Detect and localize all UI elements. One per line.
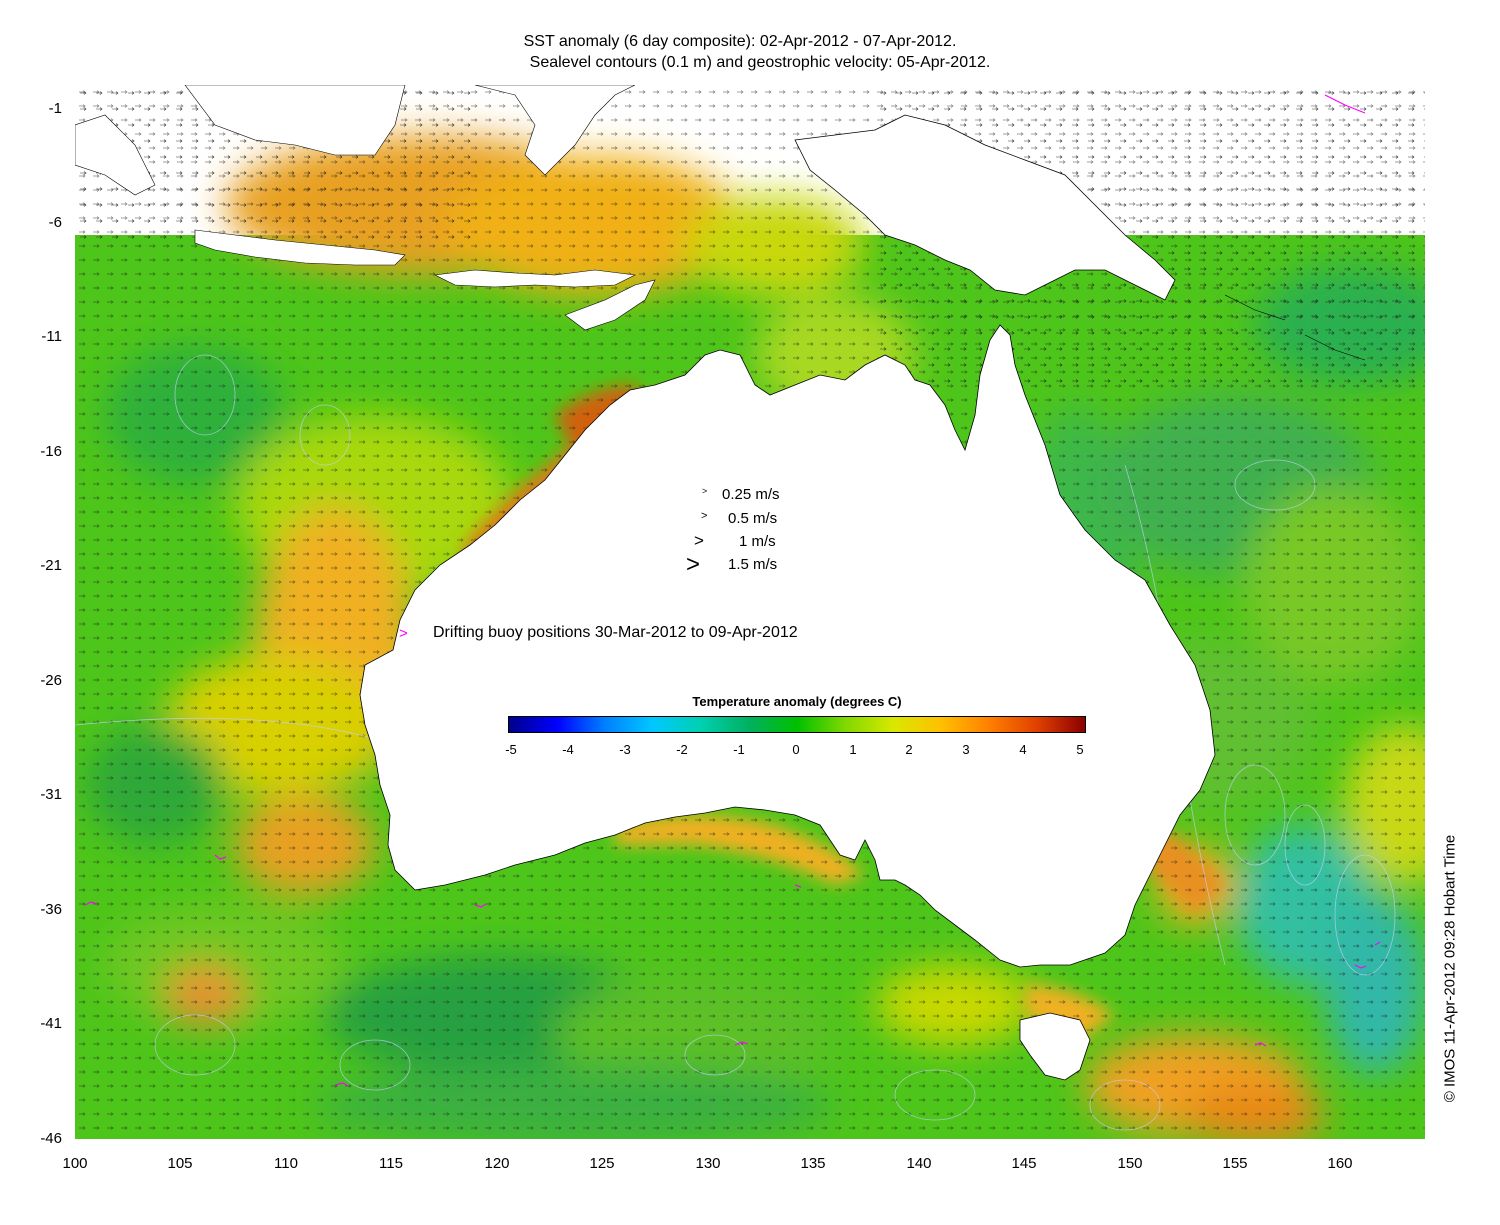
colorbar-tick-label: -2 (676, 742, 688, 757)
y-tick-label: -31 (40, 786, 62, 803)
x-tick-label: 100 (62, 1155, 88, 1172)
colorbar (508, 716, 1086, 733)
x-tick-label: 145 (1011, 1155, 1037, 1172)
velocity-arrow-symbol: > (701, 510, 708, 522)
x-tick-label: 125 (589, 1155, 615, 1172)
y-tick-label: -16 (40, 443, 62, 460)
sulawesi-landmass (474, 85, 636, 176)
credit-text: © IMOS 11-Apr-2012 09:28 Hobart Time (1441, 834, 1459, 1103)
y-tick-label: -36 (40, 901, 62, 918)
colorbar-tick-label: -4 (562, 742, 574, 757)
velocity-arrow-symbol: > (702, 486, 708, 496)
australia-landmass (359, 324, 1216, 968)
colorbar-tick-label: 3 (962, 742, 970, 757)
sumbawa-flores-landmass (433, 269, 637, 288)
solomon-islands (1224, 294, 1366, 361)
y-tick-label: -21 (40, 557, 62, 574)
velocity-legend-label: 0.5 m/s (728, 510, 778, 527)
y-tick-label: -26 (40, 672, 62, 689)
x-tick-label: 160 (1327, 1155, 1353, 1172)
colorbar-tick-label: -3 (619, 742, 631, 757)
timor-landmass (564, 279, 656, 331)
y-tick-label: -46 (40, 1130, 62, 1147)
drifting-buoy-tracks (84, 94, 1381, 1087)
sealevel-contours (75, 354, 1396, 1131)
velocity-arrow-symbol: > (694, 531, 704, 550)
y-tick-label: -1 (48, 100, 62, 117)
x-tick-label: 110 (274, 1155, 298, 1172)
java-landmass (194, 229, 406, 266)
velocity-arrow-symbol: > (686, 551, 701, 578)
new-guinea-landmass (794, 114, 1176, 301)
velocity-legend-label: 1.5 m/s (728, 556, 778, 573)
buoy-legend-label: Drifting buoy positions 30-Mar-2012 to 0… (433, 624, 798, 641)
y-tick-label: -6 (48, 214, 62, 231)
buoy-marker-symbol: > (399, 625, 408, 642)
x-tick-label: 115 (379, 1155, 403, 1172)
x-tick-label: 120 (484, 1155, 510, 1172)
colorbar-title: Temperature anomaly (degrees C) (692, 694, 902, 709)
x-tick-label: 155 (1222, 1155, 1248, 1172)
colorbar-tick-label: 4 (1019, 742, 1027, 757)
velocity-legend-label: 0.25 m/s (722, 486, 780, 503)
figure-title-line1: SST anomaly (6 day composite): 02-Apr-20… (523, 33, 957, 50)
colorbar-tick-label: -5 (505, 742, 517, 757)
x-tick-label: 150 (1117, 1155, 1143, 1172)
velocity-legend-label: 1 m/s (739, 533, 776, 550)
map-panel[interactable] (75, 85, 1425, 1139)
colorbar-tick-label: -1 (733, 742, 745, 757)
y-tick-label: -11 (41, 328, 62, 345)
x-tick-label: 105 (167, 1155, 193, 1172)
x-tick-label: 135 (800, 1155, 826, 1172)
colorbar-tick-label: 5 (1076, 742, 1084, 757)
y-tick-label: -41 (40, 1015, 62, 1032)
colorbar-tick-label: 0 (792, 742, 800, 757)
colorbar-tick-label: 1 (849, 742, 857, 757)
x-tick-label: 140 (906, 1155, 932, 1172)
sumatra-landmass (75, 114, 156, 196)
figure-title-line2: Sealevel contours (0.1 m) and geostrophi… (529, 54, 991, 71)
colorbar-tick-label: 2 (905, 742, 913, 757)
x-tick-label: 130 (695, 1155, 721, 1172)
tasmania-landmass (1019, 1012, 1091, 1081)
borneo-landmass (184, 85, 406, 156)
